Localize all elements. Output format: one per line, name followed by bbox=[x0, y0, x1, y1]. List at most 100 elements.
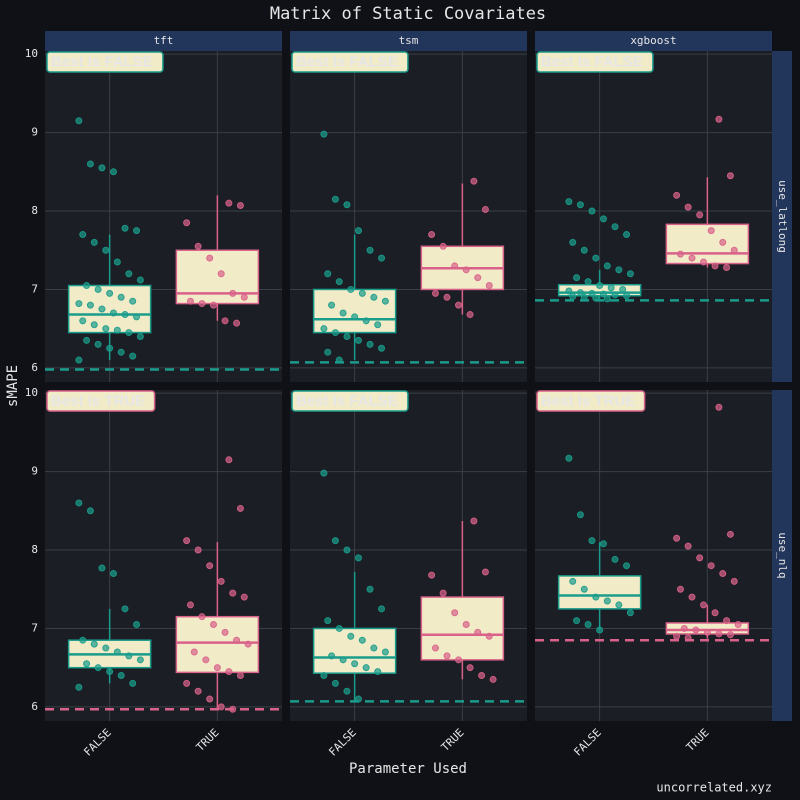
point bbox=[94, 285, 102, 293]
point bbox=[573, 274, 581, 282]
point bbox=[198, 613, 206, 621]
point bbox=[343, 201, 351, 209]
point bbox=[623, 562, 631, 570]
point bbox=[90, 238, 98, 246]
point bbox=[339, 656, 347, 664]
point bbox=[109, 309, 117, 317]
point bbox=[626, 270, 634, 278]
point bbox=[354, 227, 362, 235]
point bbox=[588, 537, 596, 545]
point bbox=[225, 668, 233, 676]
point bbox=[623, 231, 631, 239]
point bbox=[370, 644, 378, 652]
panel bbox=[535, 390, 772, 721]
point bbox=[79, 231, 87, 239]
box bbox=[312, 288, 397, 334]
point bbox=[324, 617, 332, 625]
point bbox=[576, 511, 584, 519]
point bbox=[79, 317, 87, 325]
point bbox=[455, 301, 463, 309]
badge bbox=[291, 51, 409, 73]
point bbox=[320, 672, 328, 680]
point bbox=[210, 621, 218, 629]
point bbox=[358, 289, 366, 297]
point bbox=[366, 246, 374, 254]
point bbox=[136, 333, 144, 341]
point bbox=[210, 301, 218, 309]
point bbox=[129, 297, 137, 305]
point bbox=[711, 609, 719, 617]
point bbox=[726, 631, 734, 639]
point bbox=[726, 530, 734, 538]
point bbox=[684, 203, 692, 211]
point bbox=[588, 207, 596, 215]
badge bbox=[291, 390, 409, 412]
point bbox=[607, 284, 615, 292]
box bbox=[420, 596, 505, 661]
point bbox=[603, 597, 611, 605]
point bbox=[615, 601, 623, 609]
point bbox=[106, 289, 114, 297]
point bbox=[331, 679, 339, 687]
point bbox=[619, 285, 627, 293]
point bbox=[723, 617, 731, 625]
chart-title: Matrix of Static Covariates bbox=[270, 4, 546, 24]
point bbox=[723, 263, 731, 271]
point bbox=[466, 311, 474, 319]
strip bbox=[290, 31, 527, 51]
point bbox=[98, 305, 106, 313]
point bbox=[439, 589, 447, 597]
point bbox=[603, 262, 611, 270]
point bbox=[688, 254, 696, 262]
point bbox=[198, 300, 206, 308]
point bbox=[343, 333, 351, 341]
point bbox=[183, 537, 191, 545]
point bbox=[596, 626, 604, 634]
point bbox=[186, 297, 194, 305]
point bbox=[489, 675, 497, 683]
point bbox=[485, 282, 493, 290]
point bbox=[324, 348, 332, 356]
point bbox=[98, 564, 106, 572]
point bbox=[680, 624, 688, 632]
point bbox=[125, 270, 133, 278]
point bbox=[217, 270, 225, 278]
point bbox=[233, 636, 241, 644]
point bbox=[700, 258, 708, 266]
point bbox=[466, 664, 474, 672]
point bbox=[83, 282, 91, 290]
point bbox=[75, 117, 83, 125]
point bbox=[129, 679, 137, 687]
box bbox=[175, 249, 260, 305]
point bbox=[236, 504, 244, 512]
point bbox=[90, 640, 98, 648]
badge bbox=[536, 390, 646, 412]
badge bbox=[46, 390, 156, 412]
point bbox=[133, 621, 141, 629]
y-axis-label: sMAPE bbox=[5, 365, 21, 407]
point bbox=[623, 292, 631, 300]
y-tick-label: 8 bbox=[31, 204, 38, 217]
point bbox=[431, 289, 439, 297]
point bbox=[217, 577, 225, 585]
strip bbox=[535, 31, 772, 51]
strip bbox=[772, 390, 792, 721]
strip bbox=[45, 31, 282, 51]
point bbox=[102, 644, 110, 652]
point bbox=[381, 297, 389, 305]
badge-label: Best Is TRUE bbox=[51, 392, 145, 409]
badge-label: Best Is FALSE bbox=[296, 392, 398, 409]
point bbox=[439, 242, 447, 250]
badge-label: Best Is FALSE bbox=[51, 53, 153, 70]
point bbox=[573, 617, 581, 625]
point bbox=[688, 593, 696, 601]
point bbox=[320, 469, 328, 477]
point bbox=[673, 191, 681, 199]
point bbox=[715, 403, 723, 411]
point bbox=[90, 321, 98, 329]
point bbox=[94, 340, 102, 348]
point bbox=[451, 262, 459, 270]
point bbox=[565, 198, 573, 206]
point bbox=[240, 593, 248, 601]
